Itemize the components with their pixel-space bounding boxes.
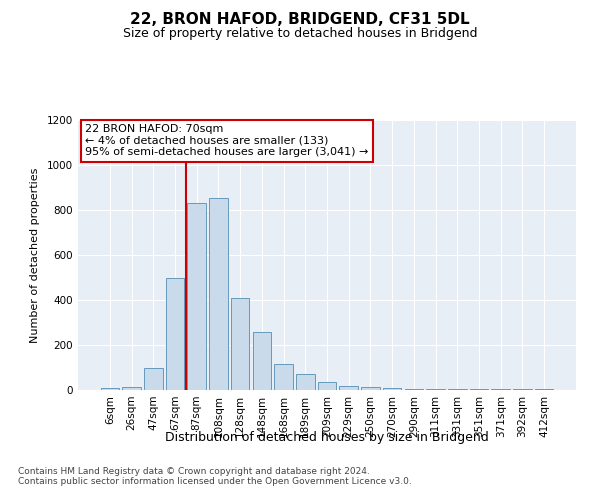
Bar	[166, 278, 184, 390]
Text: 22 BRON HAFOD: 70sqm
← 4% of detached houses are smaller (133)
95% of semi-detac: 22 BRON HAFOD: 70sqm ← 4% of detached ho…	[85, 124, 369, 157]
Text: 22, BRON HAFOD, BRIDGEND, CF31 5DL: 22, BRON HAFOD, BRIDGEND, CF31 5DL	[130, 12, 470, 28]
Bar	[318, 382, 336, 390]
Bar	[340, 386, 358, 390]
Bar	[231, 298, 250, 390]
Bar	[361, 388, 380, 390]
Bar	[187, 203, 206, 390]
Bar	[101, 388, 119, 390]
Bar	[209, 198, 227, 390]
Bar	[144, 368, 163, 390]
Text: Contains public sector information licensed under the Open Government Licence v3: Contains public sector information licen…	[18, 477, 412, 486]
Text: Size of property relative to detached houses in Bridgend: Size of property relative to detached ho…	[123, 28, 477, 40]
Text: Contains HM Land Registry data © Crown copyright and database right 2024.: Contains HM Land Registry data © Crown c…	[18, 467, 370, 476]
Bar	[253, 332, 271, 390]
Y-axis label: Number of detached properties: Number of detached properties	[30, 168, 40, 342]
Text: Distribution of detached houses by size in Bridgend: Distribution of detached houses by size …	[165, 431, 489, 444]
Bar	[296, 374, 314, 390]
Bar	[427, 389, 445, 390]
Bar	[383, 388, 401, 390]
Bar	[404, 389, 423, 390]
Bar	[122, 388, 141, 390]
Bar	[274, 364, 293, 390]
